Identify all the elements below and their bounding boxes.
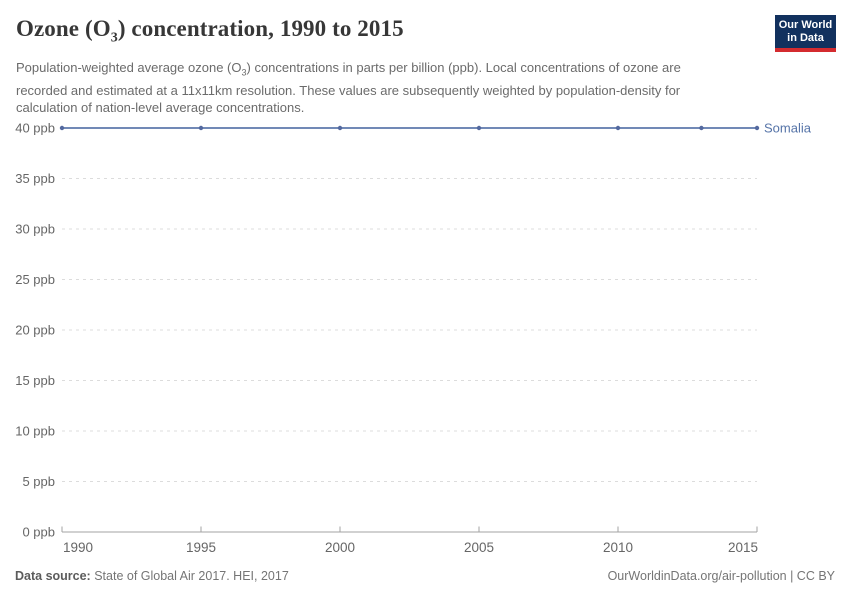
chart-footer: Data source: State of Global Air 2017. H…: [15, 569, 835, 583]
y-axis-tick-label: 20 ppb: [15, 323, 55, 338]
y-axis-tick-label: 15 ppb: [15, 373, 55, 388]
y-axis-tick-label: 40 ppb: [15, 121, 55, 136]
title-text-tail: ) concentration, 1990 to 2015: [117, 16, 404, 41]
title-subscript: 3: [110, 30, 118, 46]
x-axis-tick-label: 2000: [325, 540, 355, 555]
owid-logo-line2: in Data: [787, 31, 824, 44]
x-axis-tick-label: 2015: [728, 540, 758, 555]
y-axis-tick-label: 10 ppb: [15, 424, 55, 439]
y-axis-tick-label: 5 ppb: [22, 474, 55, 489]
subtitle-text-tail: ) concentrations in parts per billion (p…: [16, 59, 681, 116]
attribution-link[interactable]: OurWorldinData.org/air-pollution | CC BY: [607, 569, 835, 583]
data-point[interactable]: [337, 125, 343, 131]
title-text: Ozone (O: [16, 16, 111, 41]
data-point[interactable]: [699, 125, 704, 131]
owid-logo[interactable]: Our World in Data: [775, 15, 836, 52]
subtitle-subscript: 3: [241, 67, 247, 78]
x-axis-tick-label: 1995: [186, 540, 216, 555]
data-source: Data source: State of Global Air 2017. H…: [15, 569, 289, 583]
subtitle-text: Population-weighted average ozone (O: [16, 59, 242, 75]
y-axis-tick-label: 0 ppb: [22, 525, 55, 540]
data-point[interactable]: [615, 125, 621, 131]
x-axis-tick-label: 2005: [464, 540, 494, 555]
y-axis-tick-label: 35 ppb: [15, 171, 55, 186]
data-source-text: State of Global Air 2017. HEI, 2017: [90, 569, 289, 583]
page-title: Ozone (O3) concentration, 1990 to 2015: [16, 14, 766, 54]
data-point[interactable]: [754, 125, 760, 131]
series-end-label[interactable]: Somalia: [764, 121, 812, 136]
data-source-label: Data source:: [15, 569, 91, 583]
y-axis-tick-label: 25 ppb: [15, 272, 55, 287]
data-point[interactable]: [59, 125, 65, 131]
owid-logo-line1: Our World: [778, 18, 833, 31]
x-axis-tick-label: 2010: [603, 540, 633, 555]
y-axis-tick-label: 30 ppb: [15, 222, 55, 237]
chart-subtitle: Population-weighted average ozone (O3) c…: [16, 59, 706, 117]
x-axis-tick-label: 1990: [63, 540, 93, 555]
chart-header: Ozone (O3) concentration, 1990 to 2015 P…: [16, 14, 766, 117]
data-point[interactable]: [198, 125, 204, 131]
data-point[interactable]: [476, 125, 482, 131]
